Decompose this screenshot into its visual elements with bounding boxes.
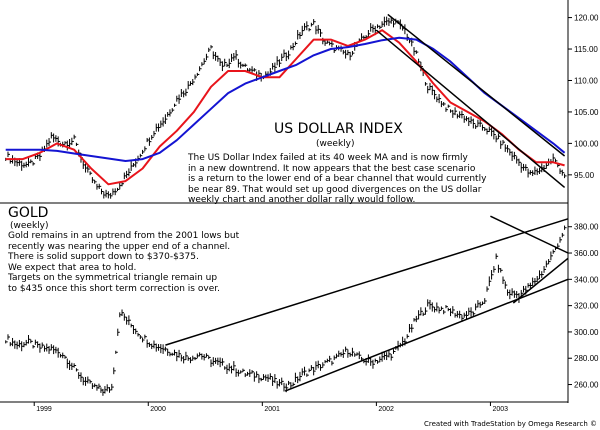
usd-trend-line-4 — [387, 13, 566, 157]
gold-trend-lines — [165, 215, 569, 392]
x-tick-label: 2000 — [150, 406, 166, 413]
gold-trend-line-3 — [490, 215, 569, 254]
gold-trend-line-2 — [284, 278, 569, 392]
gold-annotation: Gold remains in an uptrend from the 2001… — [8, 231, 240, 294]
gold-trend-line-4 — [512, 257, 569, 304]
usd-y-tick-label: 115.00 — [574, 45, 598, 54]
gold-y-axis: 260.00 280.00 300.00 320.00 340.00 360.00 380.… — [568, 223, 599, 390]
gold-y-tick-label: 260.00 — [574, 381, 599, 390]
usd-y-tick-label: 105.00 — [574, 108, 599, 117]
usd-y-tick-label: 120.00 — [574, 14, 599, 23]
x-tick-label: 2002 — [378, 406, 394, 413]
usd-title: US DOLLAR INDEX — [274, 121, 403, 137]
usd-annotation: The US Dollar Index failed at its 40 wee… — [188, 153, 487, 206]
x-tick-label: 1999 — [36, 406, 52, 413]
gold-y-tick-label: 300.00 — [574, 328, 599, 337]
gold-subtitle: (weekly) — [10, 221, 49, 231]
usd-indicator-lines — [5, 13, 566, 188]
gold-y-tick-label: 320.00 — [574, 302, 599, 311]
gold-y-tick-label: 280.00 — [574, 354, 599, 363]
x-tick-label: 2003 — [492, 406, 508, 413]
credit-text: Created with TradeStation by Omega Resea… — [424, 420, 600, 428]
gold-trend-line-1 — [165, 218, 569, 346]
usd-y-tick-label: 100.00 — [574, 139, 599, 148]
x-tick-label: 2001 — [264, 406, 280, 413]
usd-subtitle: (weekly) — [316, 139, 355, 149]
gold-y-tick-label: 380.00 — [574, 223, 599, 232]
gold-y-tick-label: 360.00 — [574, 249, 599, 258]
usd-y-tick-label: 95.00 — [574, 171, 595, 180]
usd-blue-moving-average — [5, 36, 566, 162]
gold-price-bars — [5, 225, 567, 396]
usd-trend-line-3 — [375, 29, 566, 188]
gold-title: GOLD — [8, 205, 49, 221]
usd-y-tick-label: 110.00 — [574, 76, 598, 85]
gold-y-tick-label: 340.00 — [574, 275, 599, 284]
x-axis: 1999 2000 2001 2002 2003 — [33, 402, 508, 413]
usd-y-axis: 95.00 100.00 105.00 110.00 115.00 120.00 — [568, 14, 599, 180]
